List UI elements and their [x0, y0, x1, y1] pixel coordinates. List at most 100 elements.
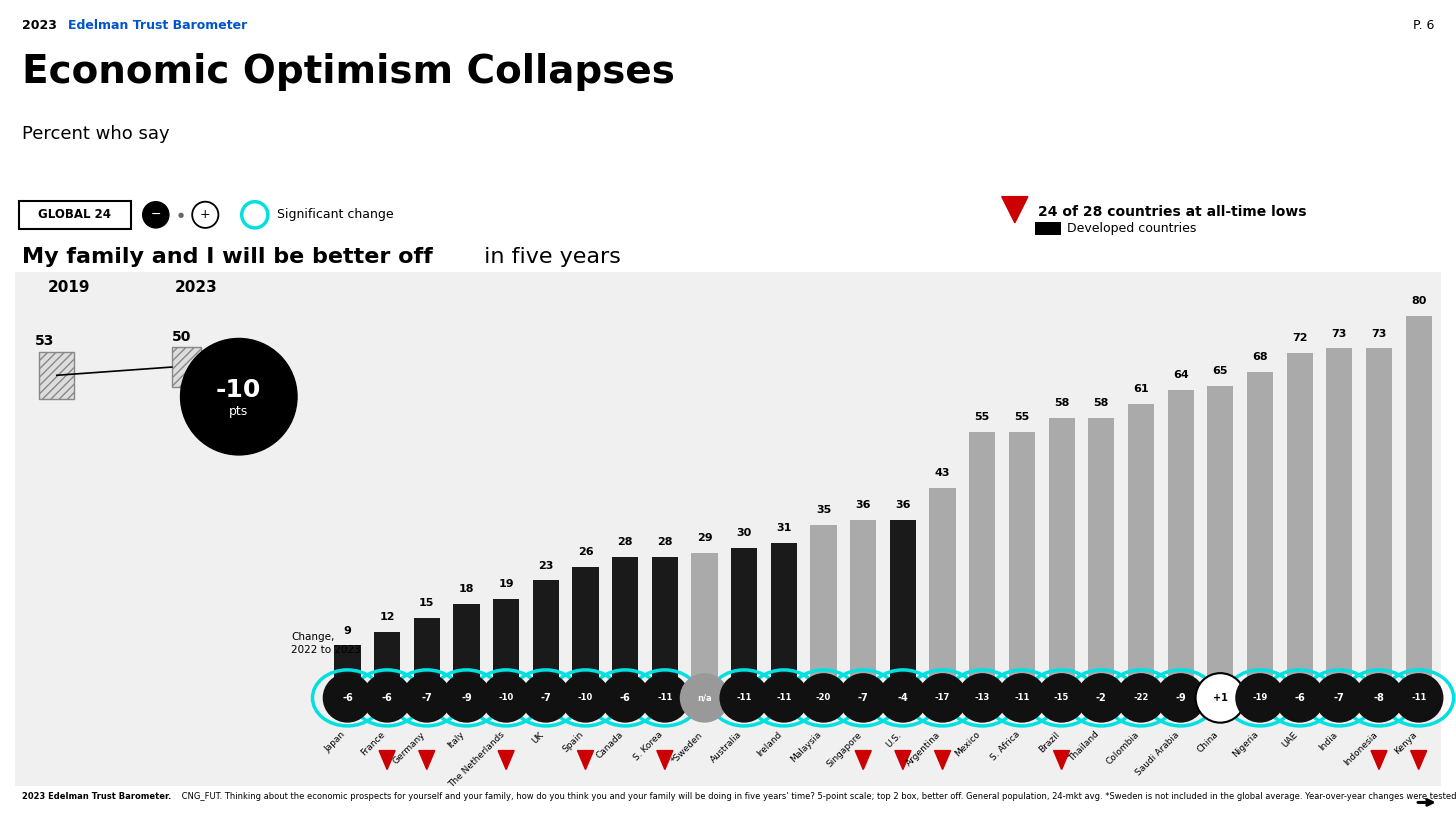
FancyBboxPatch shape: [19, 201, 131, 229]
Ellipse shape: [143, 202, 169, 228]
Text: -11: -11: [657, 694, 673, 702]
Ellipse shape: [192, 202, 218, 228]
Text: -6: -6: [620, 693, 630, 703]
Text: 36: 36: [895, 500, 910, 510]
Text: 36: 36: [856, 500, 871, 510]
Ellipse shape: [402, 673, 451, 723]
Text: 12: 12: [380, 611, 395, 621]
Text: -6: -6: [381, 693, 393, 703]
Text: -11: -11: [1015, 694, 1029, 702]
Ellipse shape: [181, 338, 297, 455]
Ellipse shape: [1315, 673, 1364, 723]
FancyBboxPatch shape: [533, 580, 559, 687]
Text: 28: 28: [657, 537, 673, 547]
Ellipse shape: [1275, 673, 1325, 723]
Ellipse shape: [1117, 673, 1166, 723]
Text: 50: 50: [172, 330, 191, 344]
Text: Ireland: Ireland: [756, 730, 783, 759]
Ellipse shape: [759, 673, 808, 723]
FancyBboxPatch shape: [1405, 316, 1431, 687]
Polygon shape: [1372, 751, 1388, 770]
Text: Spain: Spain: [561, 730, 585, 755]
FancyBboxPatch shape: [770, 543, 796, 687]
Text: 55: 55: [974, 412, 990, 422]
Polygon shape: [419, 751, 435, 770]
Text: -22: -22: [1133, 694, 1149, 702]
Ellipse shape: [917, 673, 967, 723]
Text: 73: 73: [1332, 328, 1347, 338]
Ellipse shape: [1076, 673, 1125, 723]
FancyBboxPatch shape: [652, 557, 678, 687]
Polygon shape: [1002, 197, 1028, 223]
Ellipse shape: [719, 673, 769, 723]
Text: -10: -10: [578, 694, 593, 702]
Ellipse shape: [323, 673, 373, 723]
Ellipse shape: [1235, 673, 1284, 723]
FancyBboxPatch shape: [39, 352, 74, 399]
Text: 31: 31: [776, 523, 792, 533]
Text: The Netherlands: The Netherlands: [447, 730, 507, 789]
Text: +1: +1: [1213, 693, 1227, 703]
Text: 68: 68: [1252, 351, 1268, 362]
FancyBboxPatch shape: [572, 566, 598, 687]
Text: -6: -6: [342, 693, 352, 703]
Text: -11: -11: [1411, 694, 1427, 702]
Text: 18: 18: [459, 584, 475, 593]
Text: -10: -10: [498, 694, 514, 702]
Text: Nigeria: Nigeria: [1230, 730, 1259, 760]
Text: CNG_FUT. Thinking about the economic prospects for yourself and your family, how: CNG_FUT. Thinking about the economic pro…: [179, 792, 1456, 801]
Ellipse shape: [1037, 673, 1086, 723]
FancyBboxPatch shape: [612, 557, 638, 687]
Text: -20: -20: [815, 694, 831, 702]
FancyBboxPatch shape: [1168, 390, 1194, 687]
Text: -7: -7: [858, 693, 869, 703]
FancyBboxPatch shape: [172, 347, 201, 387]
Text: S. Korea: S. Korea: [632, 730, 665, 763]
Text: 29: 29: [697, 532, 712, 542]
Text: -7: -7: [1334, 693, 1345, 703]
Text: Italy: Italy: [446, 730, 466, 751]
Ellipse shape: [641, 673, 690, 723]
FancyBboxPatch shape: [1009, 432, 1035, 687]
Text: Kenya: Kenya: [1393, 730, 1418, 756]
Text: 24 of 28 countries at all-time lows: 24 of 28 countries at all-time lows: [1038, 205, 1306, 220]
Text: pts: pts: [229, 405, 249, 418]
Text: 73: 73: [1372, 328, 1386, 338]
Text: Developed countries: Developed countries: [1067, 222, 1197, 235]
Polygon shape: [855, 751, 871, 770]
Text: -13: -13: [974, 694, 990, 702]
Text: -7: -7: [540, 693, 552, 703]
Polygon shape: [379, 751, 395, 770]
Text: Colombia: Colombia: [1105, 730, 1142, 766]
FancyBboxPatch shape: [811, 525, 837, 687]
FancyBboxPatch shape: [414, 617, 440, 687]
FancyBboxPatch shape: [1207, 385, 1233, 687]
Text: -10: -10: [215, 378, 262, 402]
Ellipse shape: [1354, 673, 1404, 723]
Text: 9: 9: [344, 625, 351, 635]
Text: Saudi Arabia: Saudi Arabia: [1134, 730, 1181, 777]
Text: -8: -8: [1373, 693, 1385, 703]
Text: 19: 19: [498, 579, 514, 589]
FancyBboxPatch shape: [1035, 222, 1061, 235]
Text: n/a: n/a: [697, 694, 712, 702]
Text: Japan: Japan: [323, 730, 348, 754]
Text: Singapore: Singapore: [824, 730, 863, 769]
Text: -4: -4: [897, 693, 909, 703]
Text: 2023: 2023: [175, 280, 217, 295]
Text: -6: -6: [1294, 693, 1305, 703]
Text: 58: 58: [1093, 398, 1109, 408]
Text: France: France: [360, 730, 387, 758]
FancyBboxPatch shape: [205, 372, 234, 403]
Text: 35: 35: [815, 504, 831, 515]
Text: Australia: Australia: [709, 730, 744, 765]
FancyBboxPatch shape: [1366, 348, 1392, 687]
Text: 2023: 2023: [22, 19, 57, 32]
Text: Brazil: Brazil: [1037, 730, 1061, 755]
Text: Percent who say: Percent who say: [22, 125, 169, 143]
Text: 72: 72: [1291, 333, 1307, 343]
Text: 61: 61: [1133, 384, 1149, 394]
Text: Significant change: Significant change: [277, 208, 393, 221]
Text: ●: ●: [178, 212, 183, 218]
Text: 53: 53: [35, 334, 54, 348]
